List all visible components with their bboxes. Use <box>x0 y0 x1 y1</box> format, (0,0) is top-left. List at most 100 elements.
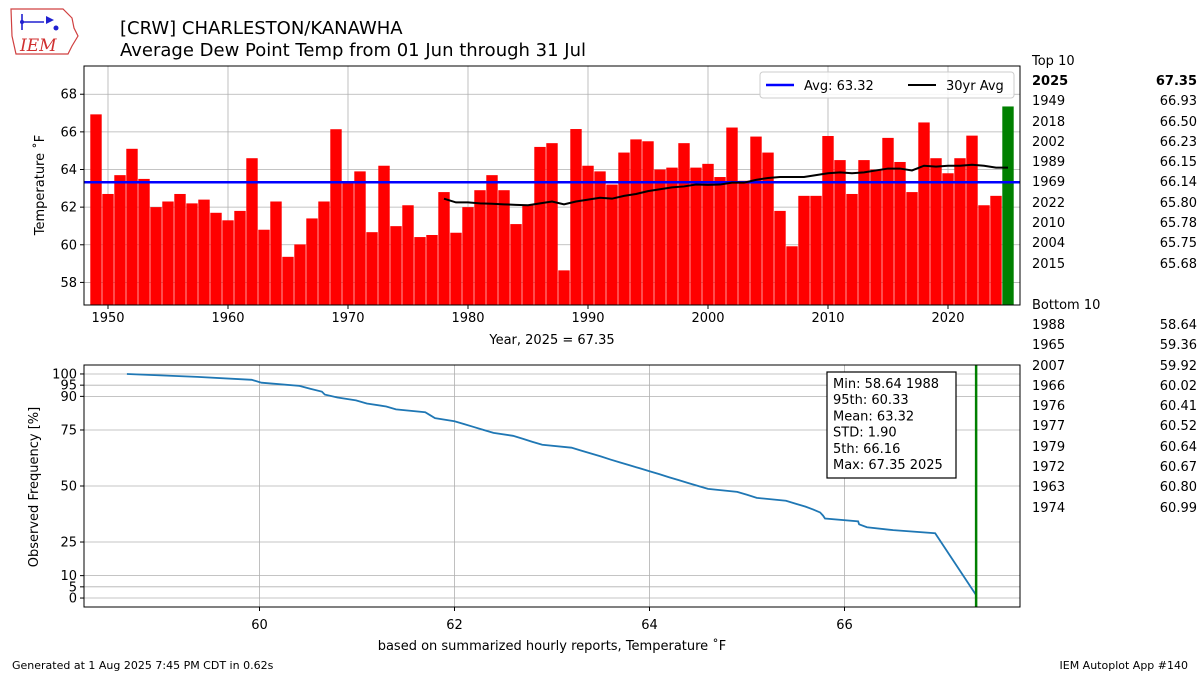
bar-2014 <box>870 169 882 305</box>
bottom10-label: Bottom 10 <box>1032 298 1101 313</box>
bar-1977 <box>426 234 438 305</box>
bar-1990 <box>582 165 594 305</box>
bar-1969 <box>330 129 342 305</box>
chart-title: [CRW] CHARLESTON/KANAWHA <box>120 18 403 39</box>
rank-row: 1988 58.64 <box>1032 316 1197 336</box>
bar-2012 <box>846 193 858 305</box>
x-tick-label: 1950 <box>91 311 124 326</box>
moving-average-line <box>443 163 1008 207</box>
y-tick-label: 90 <box>60 390 77 405</box>
y-tick-label: 60 <box>60 238 77 253</box>
x-tick-label: 2010 <box>811 311 844 326</box>
y-tick-label: 95 <box>60 379 77 394</box>
bar-2003 <box>738 180 750 305</box>
y-tick-label: 0 <box>69 592 77 607</box>
stats-line: STD: 1.90 <box>833 426 897 441</box>
frequency-line <box>126 373 977 596</box>
footer-generated: Generated at 1 Aug 2025 7:45 PM CDT in 0… <box>12 659 274 672</box>
y-tick-label: 10 <box>60 569 77 584</box>
x-tick-label: 1960 <box>211 311 244 326</box>
bar-1986 <box>534 146 546 305</box>
rank-row: 2018 66.50 <box>1032 113 1197 133</box>
legend-box <box>759 71 1015 99</box>
top10-label: Top 10 <box>1032 54 1075 69</box>
bar-chart-legend: Avg: 63.32 30yr Avg <box>759 71 1015 99</box>
rank-row: 1989 66.15 <box>1032 153 1197 173</box>
bar-1979 <box>450 232 462 305</box>
rank-year: 2010 <box>1032 216 1066 232</box>
bar-1963 <box>258 229 270 305</box>
bar-chart-xlabel: Year, 2025 = 67.35 <box>488 333 614 348</box>
rank-value: 60.02 <box>1159 378 1197 394</box>
bar-2023 <box>978 205 990 305</box>
bar-1987 <box>546 143 558 305</box>
x-tick-label: 60 <box>251 618 268 633</box>
bar-2024 <box>990 195 1002 305</box>
rank-year: 2022 <box>1032 195 1066 211</box>
rank-year: 2004 <box>1032 236 1066 252</box>
rank-value: 67.35 <box>1155 74 1197 89</box>
rank-year: 1966 <box>1032 378 1066 394</box>
stats-line: Max: 67.35 2025 <box>833 458 943 473</box>
bar-1959 <box>210 212 222 305</box>
rank-value: 66.50 <box>1159 114 1197 130</box>
rank-row: 1949 66.93 <box>1032 92 1197 112</box>
bar-1952 <box>126 148 138 305</box>
bar-1968 <box>318 201 330 305</box>
bar-1975 <box>402 205 414 305</box>
y-tick-label: 5 <box>69 580 77 595</box>
x-tick-label: 1990 <box>571 311 604 326</box>
line-chart-xlabel: based on summarized hourly reports, Temp… <box>378 638 727 654</box>
rank-row: 2010 65.78 <box>1032 214 1197 234</box>
bar-chart-ticks: 1950 1960 1970 1980 1990 2000 2010 2020 58 60 62 64… <box>60 88 964 326</box>
y-tick-label: 100 <box>52 367 77 382</box>
chart-subtitle: Average Dew Point Temp from 01 Jun throu… <box>120 40 586 61</box>
rank-row: 1976 60.41 <box>1032 397 1197 417</box>
bar-1982 <box>486 175 498 305</box>
bar-1985 <box>522 205 534 305</box>
bar-1954 <box>150 207 162 305</box>
rank-year: 1989 <box>1032 155 1066 171</box>
rank-value: 59.92 <box>1159 358 1197 374</box>
rank-value: 65.75 <box>1159 236 1197 252</box>
rank-row: 1966 60.02 <box>1032 377 1197 397</box>
bar-1962 <box>246 158 258 305</box>
bar-1958 <box>198 199 210 305</box>
x-tick-label: 64 <box>641 618 658 633</box>
rank-year: 1963 <box>1032 480 1066 496</box>
y-tick-label: 68 <box>60 88 77 103</box>
legend-avg-label: Avg: 63.32 <box>804 79 874 94</box>
rank-value: 59.36 <box>1159 338 1197 354</box>
bar-2015 <box>882 137 894 305</box>
bar-1950 <box>102 193 114 305</box>
bar-1992 <box>606 184 618 305</box>
rank-value: 65.68 <box>1159 256 1197 272</box>
bar-2004 <box>750 136 762 305</box>
rank-row: 1965 59.36 <box>1032 336 1197 356</box>
bar-1970 <box>342 182 354 305</box>
rank-value: 66.23 <box>1159 134 1197 150</box>
stats-box-frame <box>826 371 957 479</box>
bar-1951 <box>114 175 126 305</box>
y-tick-label: 66 <box>60 125 77 140</box>
rank-year: 1965 <box>1032 338 1066 354</box>
bar-1967 <box>306 218 318 305</box>
top10-list: 2025 67.35 1949 66.93 2018 66.50 2002 66.23 1989… <box>1032 72 1197 275</box>
y-tick-label: 64 <box>60 163 77 178</box>
bar-1953 <box>138 178 150 305</box>
rank-value: 60.99 <box>1159 500 1197 516</box>
bar-1955 <box>162 201 174 305</box>
charts-canvas: 1950 1960 1970 1980 1990 2000 2010 2020 58 60 62 64… <box>27 65 1021 654</box>
bar-1976 <box>414 237 426 305</box>
line-chart-lines <box>126 365 978 607</box>
stats-line: 5th: 66.16 <box>833 442 900 457</box>
rank-year: 2002 <box>1032 134 1066 150</box>
bar-1991 <box>594 171 606 305</box>
y-tick-label: 50 <box>60 480 77 495</box>
rank-row: 2004 65.75 <box>1032 234 1197 254</box>
rank-year: 1974 <box>1032 500 1066 516</box>
yearly-bar-chart: 1950 1960 1970 1980 1990 2000 2010 2020 58 60 62 64… <box>32 65 1021 348</box>
rank-row: 1972 60.67 <box>1032 458 1197 478</box>
bar-1980 <box>462 207 474 305</box>
bar-1960 <box>222 220 234 305</box>
